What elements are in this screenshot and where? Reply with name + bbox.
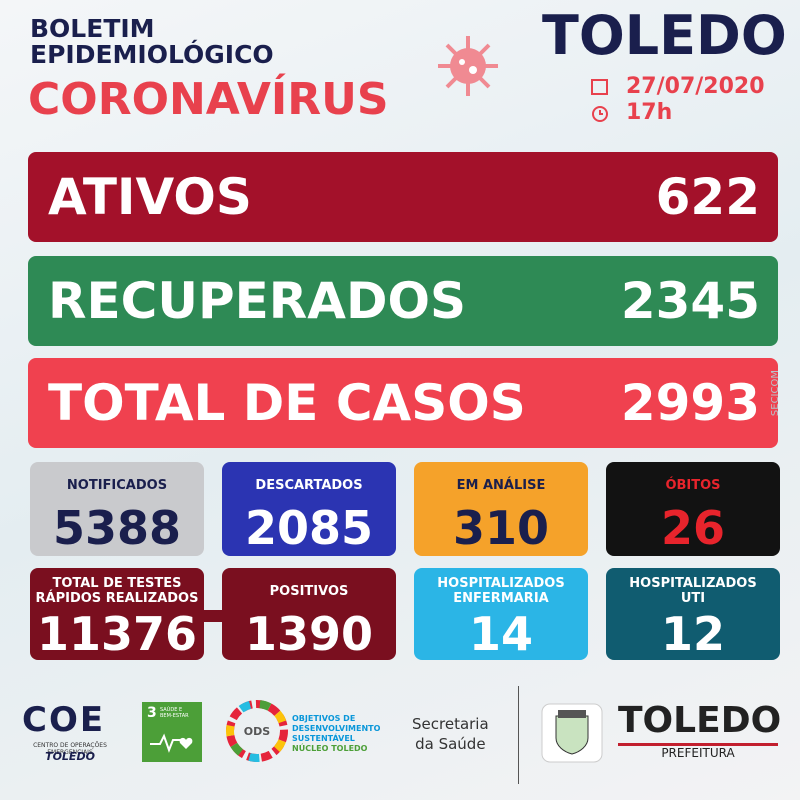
stat-value: 1390 [244,607,374,661]
summary-label: TOTAL DE CASOS [48,374,526,432]
secretaria: Secretaria da Saúde [412,714,489,754]
ods-badge: ODS [244,725,270,738]
prefeitura-label: PREFEITURA [661,746,735,760]
summary-label: RECUPERADOS [48,272,466,330]
stat-card: EM ANÁLISE 310 [414,462,588,556]
stat-label: DESCARTADOS [222,462,396,502]
coe-name: CENTRO DE OPERAÇÕES EMERGENCIAIS [33,742,107,756]
stat-label-line: HOSPITALIZADOS [629,576,757,591]
side-credit: SECICOM [770,370,781,417]
date-icons [591,79,608,122]
stat-label-line: ENFERMARIA [453,591,549,606]
stat-value: 12 [660,607,725,661]
sdg-badge: 3 SAÚDE E BEM-ESTAR [142,702,202,762]
title-line: BOLETIM [30,14,155,43]
summary-value: 2345 [620,272,760,330]
stat-label: TOTAL DE TESTES RÁPIDOS REALIZADOS [30,568,204,608]
summary-row: ATIVOS 622 [28,152,778,242]
ods-label: OBJETIVOS DE DESENVOLVIMENTO SUSTENTÁVEL… [292,714,380,754]
stat-value: 14 [468,607,533,661]
summary-value: 622 [655,168,760,226]
stat-label-line: NOTIFICADOS [66,478,168,493]
summary-row: RECUPERADOS 2345 [28,256,778,346]
summary-label: ATIVOS [48,168,252,226]
stat-label-line: TOTAL DE TESTES [52,576,182,591]
connector [200,610,226,622]
coe-city: TOLEDO [45,750,95,763]
stat-value: 26 [660,501,725,555]
sdg-label-line: BEM-ESTAR [160,713,189,719]
stat-label-line: POSITIVOS [269,584,349,599]
subtitle: CORONAVÍRUS [28,74,389,125]
prefeitura-city: TOLEDO [618,700,782,741]
ods-label-line: SUSTENTÁVEL [292,734,355,743]
city: TOLEDO [542,4,787,67]
stat-value: 11376 [36,607,198,661]
stat-label-line: ÓBITOS [665,478,721,493]
stat-card: HOSPITALIZADOS ENFERMARIA 14 [414,568,588,660]
stat-label-line: UTI [680,591,706,606]
stat-label-line: RÁPIDOS REALIZADOS [35,591,199,606]
stat-card: POSITIVOS 1390 [222,568,396,660]
sdg-label-line: SAÚDE E [160,707,183,713]
stat-card: HOSPITALIZADOS UTI 12 [606,568,780,660]
stat-card: TOTAL DE TESTES RÁPIDOS REALIZADOS 11376 [30,568,204,660]
ods-label-line: OBJETIVOS DE [292,714,356,723]
virus-icon [438,36,498,96]
ods-label-line: DESENVOLVIMENTO [292,724,381,733]
stat-label: EM ANÁLISE [414,462,588,502]
stat-label-line: HOSPITALIZADOS [437,576,565,591]
ods-wheel: ODS [226,700,288,762]
stat-label-line: DESCARTADOS [255,478,363,493]
stat-value: 310 [452,501,550,555]
stat-card: ÓBITOS 26 [606,462,780,556]
divider [518,686,519,784]
date: 27/07/2020 [626,74,765,99]
secretaria-line: Secretaria [412,715,489,733]
stat-card: DESCARTADOS 2085 [222,462,396,556]
stat-card: NOTIFICADOS 5388 [30,462,204,556]
prefeitura-rule [618,743,778,746]
stat-value: 5388 [52,501,182,555]
summary-value: 2993 [620,374,760,432]
stat-label: HOSPITALIZADOS UTI [606,568,780,608]
sdg-label: SAÚDE E BEM-ESTAR [160,707,189,719]
coe-logo: COE [22,700,106,740]
stat-label: HOSPITALIZADOS ENFERMARIA [414,568,588,608]
city-crest [541,703,603,763]
title: BOLETIM EPIDEMIOLÓGICO [30,16,274,68]
sdg-number: 3 [147,705,157,721]
stat-label: POSITIVOS [222,568,396,608]
stat-label: ÓBITOS [606,462,780,502]
stat-value: 2085 [244,501,374,555]
title-line: EPIDEMIOLÓGICO [30,40,274,69]
stat-label-line: EM ANÁLISE [456,478,546,493]
ods-unit: NÚCLEO TOLEDO [292,744,368,753]
stat-label: NOTIFICADOS [30,462,204,502]
secretaria-line: da Saúde [415,735,486,753]
summary-row: TOTAL DE CASOS 2993 [28,358,778,448]
time: 17h [626,100,673,125]
sdg-icon [150,733,193,753]
